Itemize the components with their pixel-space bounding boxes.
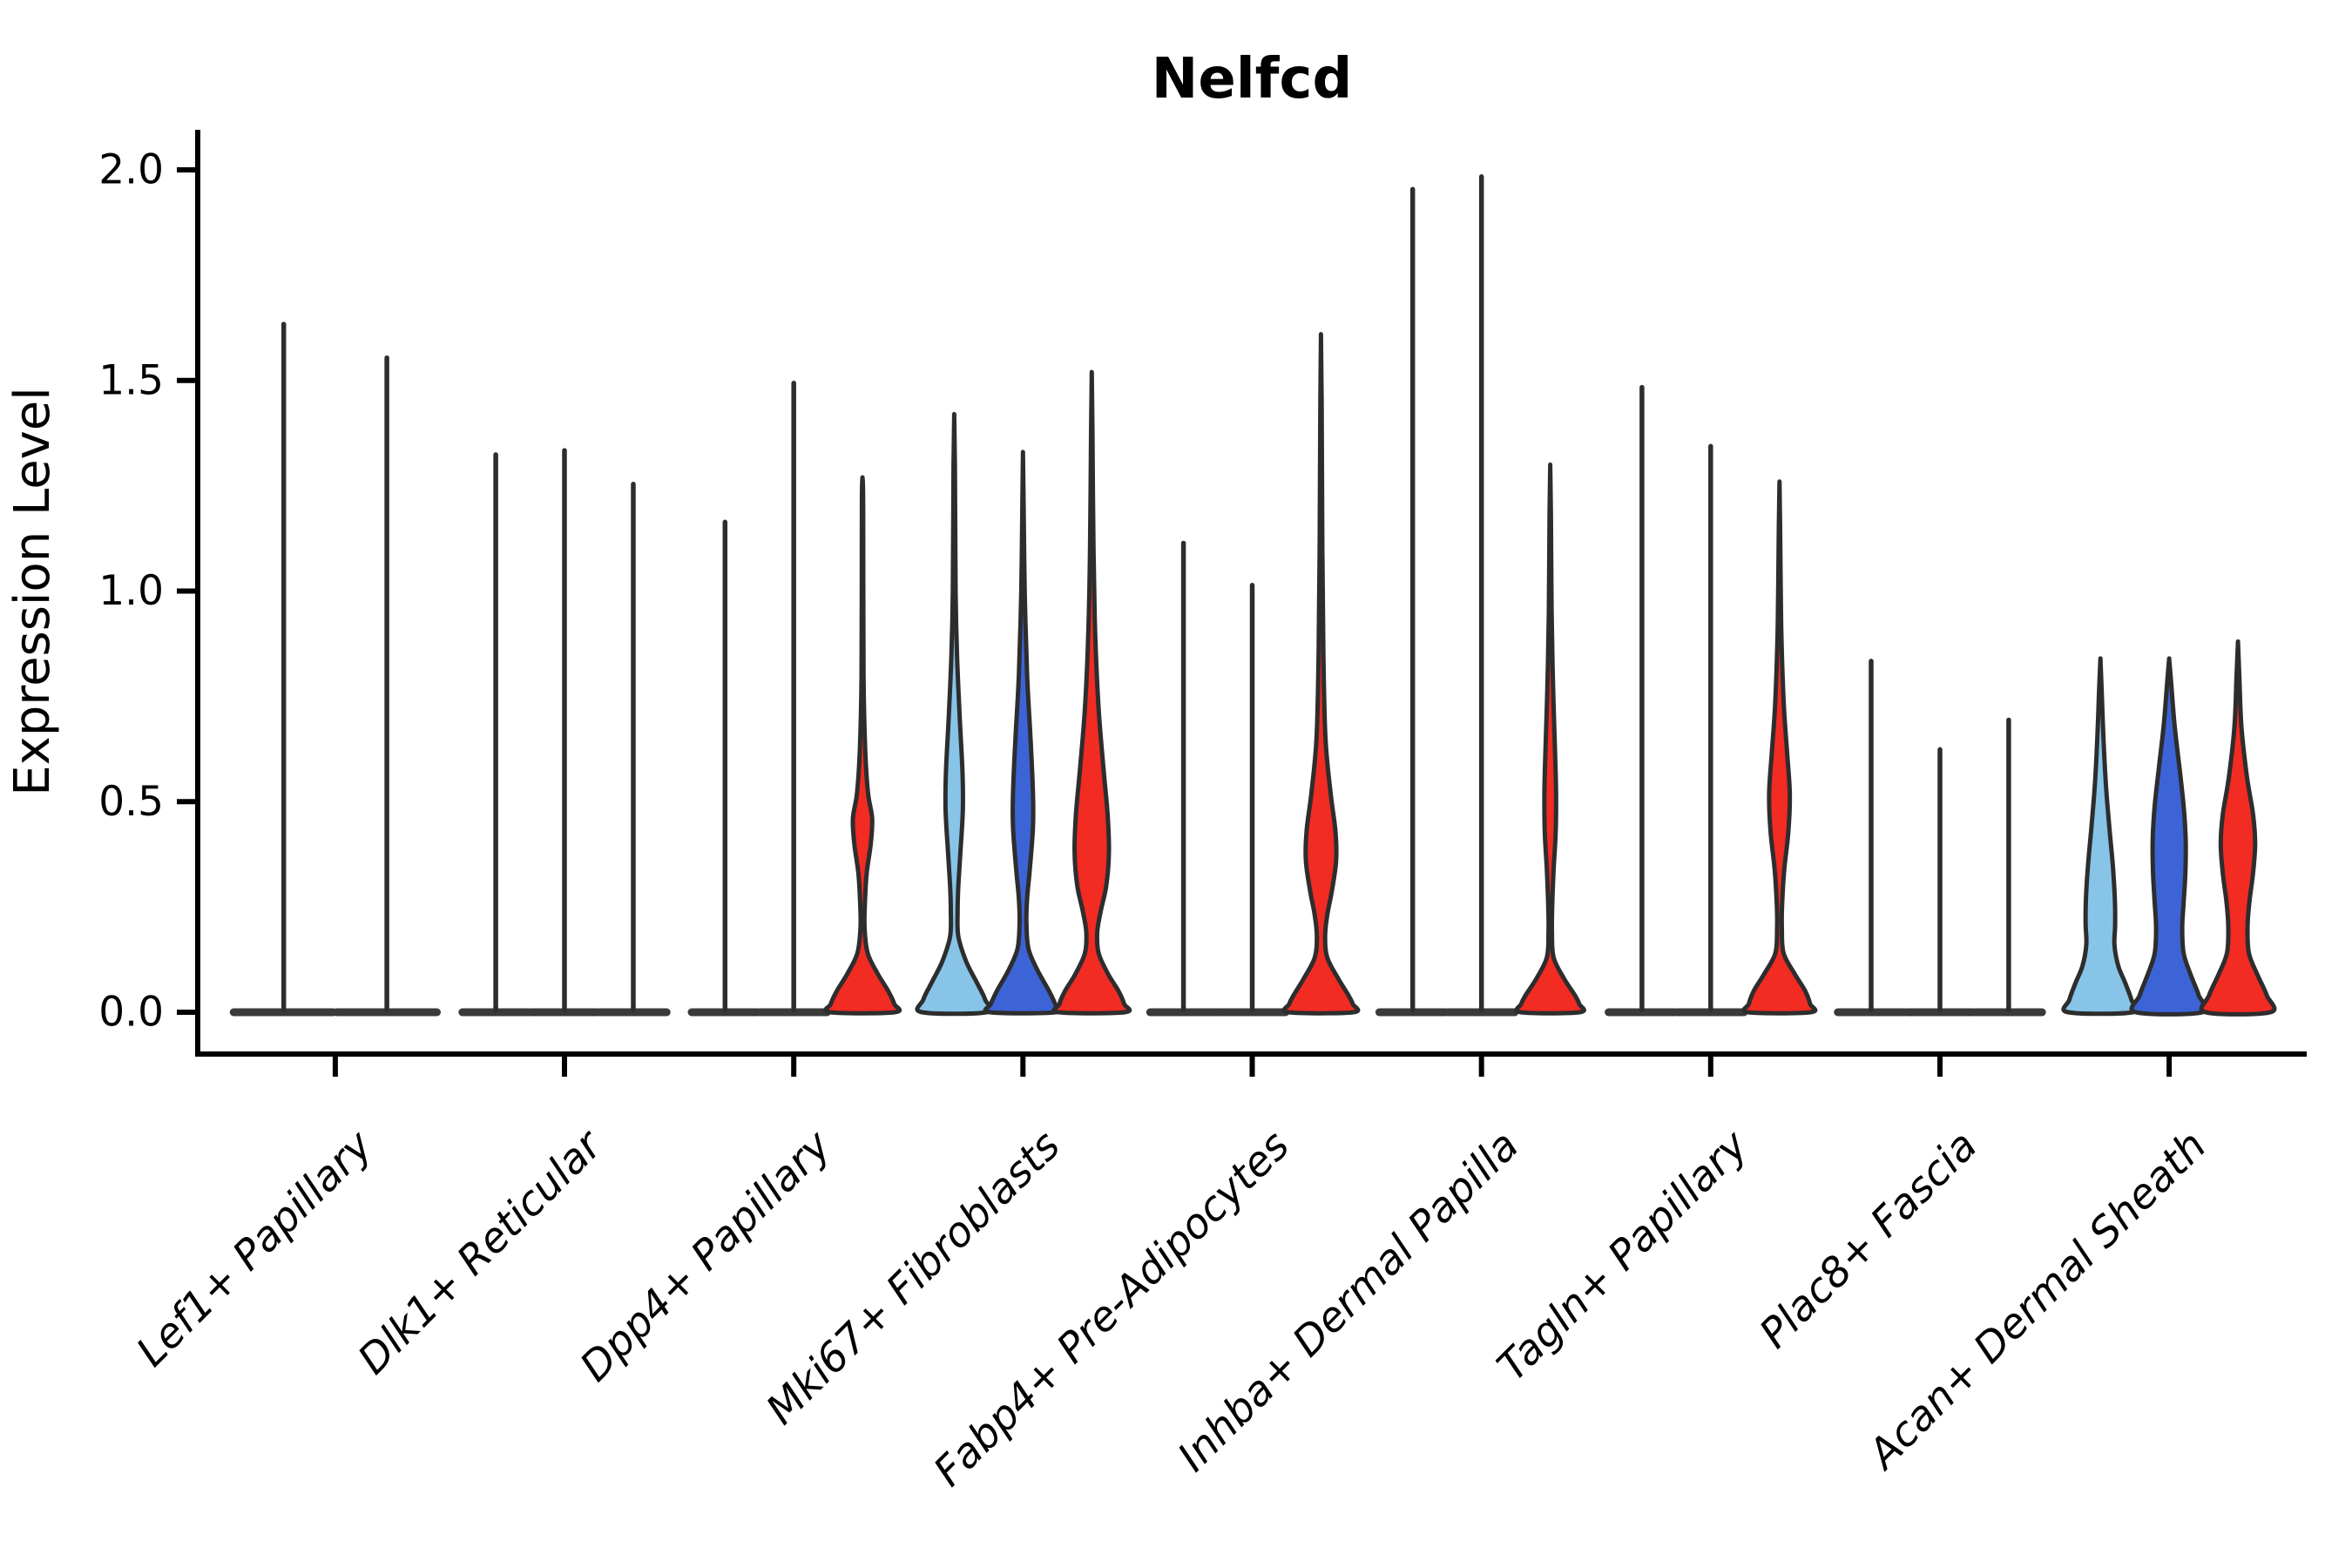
- y-axis-label: Expression Level: [4, 387, 61, 796]
- y-tick-label: 0.5: [98, 778, 164, 826]
- violin-body: [1741, 479, 1818, 1016]
- violin-body: [2129, 656, 2209, 1017]
- y-tick-label: 1.0: [98, 567, 164, 615]
- violin-body: [983, 449, 1064, 1016]
- y-tick-label: 2.0: [98, 146, 164, 194]
- violin-body: [915, 411, 994, 1017]
- y-ticks-layer: 0.0 0.5 1.0 1.5 2.0: [98, 146, 198, 1037]
- plot-title: Nelfcd: [1152, 47, 1353, 112]
- y-tick-label: 1.5: [98, 356, 164, 404]
- x-tick-label: Lef1+ Papillary: [127, 1121, 382, 1376]
- violin-body: [1281, 332, 1361, 1016]
- x-tick-label: Dlk1+ Reticular: [349, 1120, 613, 1384]
- violin-body: [1051, 369, 1132, 1016]
- violin-body: [2199, 639, 2277, 1017]
- x-tick-label: Plac8+ Fascia: [1750, 1122, 1986, 1358]
- violins-layer: [229, 174, 2277, 1017]
- violin-body: [1514, 462, 1586, 1016]
- x-tick-label: Tagln+ Papillary: [1489, 1121, 1759, 1391]
- y-tick-label: 0.0: [98, 989, 164, 1037]
- violin-body: [823, 475, 902, 1016]
- x-tick-label: Dpp4+ Papillary: [571, 1121, 841, 1391]
- violin-body: [2061, 656, 2139, 1017]
